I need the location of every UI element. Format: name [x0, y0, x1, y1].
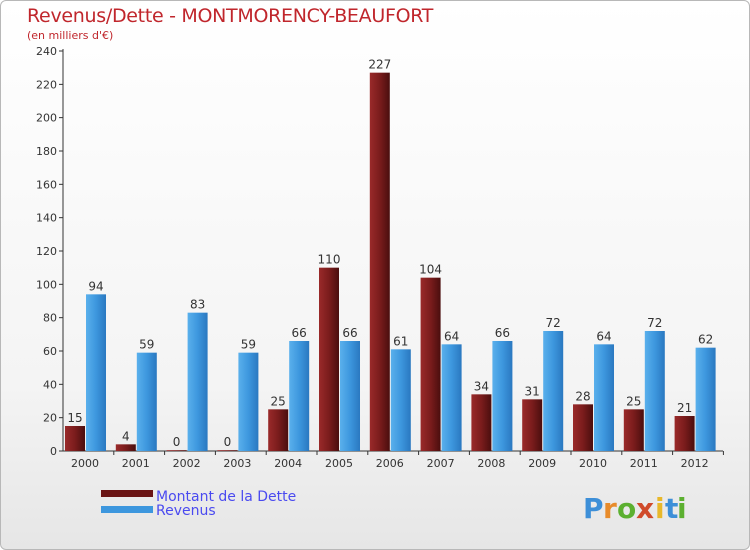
data-label-dette: 104	[419, 263, 442, 277]
bar-dette	[674, 416, 695, 451]
x-tick-label: 2007	[427, 457, 455, 470]
bar-revenus	[340, 341, 360, 451]
legend: Montant de la Dette Revenus	[101, 489, 296, 519]
bars: 15 94 4 59 0 83 0 59 25 66 110 66 227 61 104 64 34 66 31 72…	[65, 58, 716, 452]
data-label-revenus: 66	[342, 326, 357, 340]
bar-revenus	[390, 349, 411, 451]
x-tick-label: 2009	[528, 457, 556, 470]
x-tick-label: 2002	[173, 457, 201, 470]
y-tick-label: 20	[43, 412, 57, 425]
data-label-revenus: 59	[139, 338, 154, 352]
chart-subtitle: (en milliers d'€)	[27, 29, 114, 42]
data-label-revenus: 61	[393, 334, 408, 348]
chart-title: Revenus/Dette - MONTMORENCY-BEAUFORT	[27, 5, 434, 27]
logo-letter: i	[655, 492, 665, 525]
x-tick-label: 2006	[376, 457, 404, 470]
bar-revenus	[644, 331, 665, 451]
y-tick-label: 40	[43, 378, 57, 391]
x-tick-label: 2001	[122, 457, 150, 470]
y-tick-label: 220	[36, 78, 57, 91]
legend-label-dette: Montant de la Dette	[156, 489, 296, 505]
y-tick-label: 140	[36, 212, 57, 225]
bar-revenus	[695, 347, 716, 451]
data-label-dette: 25	[271, 394, 286, 408]
bar-revenus	[441, 344, 462, 451]
data-label-dette: 4	[122, 429, 130, 443]
x-tick-label: 2003	[223, 457, 251, 470]
data-label-revenus: 83	[190, 298, 205, 312]
bar-revenus	[136, 352, 157, 451]
bar-dette	[471, 394, 492, 451]
data-label-dette: 28	[575, 389, 590, 403]
legend-swatch-dette	[101, 490, 153, 497]
bar-dette	[420, 277, 441, 451]
data-label-dette: 15	[67, 411, 82, 425]
data-label-dette: 0	[224, 435, 232, 449]
y-tick-label: 240	[36, 45, 57, 58]
y-tick-label: 60	[43, 345, 57, 358]
legend-swatch-revenus	[101, 506, 153, 513]
data-label-dette: 110	[318, 253, 341, 267]
bar-revenus	[289, 341, 310, 451]
data-label-revenus: 59	[241, 338, 256, 352]
bar-revenus	[187, 312, 208, 451]
y-tick-label: 120	[36, 245, 57, 258]
legend-label-revenus: Revenus	[156, 503, 216, 519]
bar-dette	[166, 450, 187, 451]
x-tick-label: 2008	[477, 457, 505, 470]
data-label-dette: 21	[677, 401, 692, 415]
data-label-revenus: 72	[546, 316, 561, 330]
x-tick-label: 2005	[325, 457, 353, 470]
y-tick-label: 160	[36, 178, 57, 191]
bar-revenus	[543, 331, 564, 451]
bar-dette	[115, 444, 136, 451]
data-label-dette: 227	[368, 58, 391, 72]
bar-revenus	[238, 352, 259, 451]
y-tick-label: 80	[43, 312, 57, 325]
data-label-dette: 34	[474, 379, 489, 393]
x-tick-label: 2011	[630, 457, 658, 470]
bar-revenus	[594, 344, 614, 451]
data-label-revenus: 64	[596, 329, 611, 343]
data-label-revenus: 72	[647, 316, 662, 330]
data-label-dette: 0	[173, 435, 181, 449]
data-label-dette: 25	[626, 394, 641, 408]
bar-revenus	[86, 294, 106, 451]
data-label-revenus: 66	[495, 326, 510, 340]
data-label-revenus: 64	[444, 329, 459, 343]
bar-dette	[623, 409, 644, 451]
bar-dette	[65, 426, 85, 451]
bar-dette	[522, 399, 543, 451]
bar-dette	[369, 72, 390, 452]
y-tick-label: 100	[36, 278, 57, 291]
data-label-revenus: 62	[698, 333, 713, 347]
x-tick-label: 2012	[681, 457, 709, 470]
y-tick-label: 0	[50, 445, 57, 458]
logo-letter: t	[665, 492, 678, 525]
bar-dette	[319, 267, 339, 451]
bar-revenus	[492, 341, 513, 451]
y-tick-label: 180	[36, 145, 57, 158]
data-label-revenus: 94	[88, 279, 103, 293]
logo-letter: r	[603, 492, 617, 525]
data-label-revenus: 66	[292, 326, 307, 340]
logo-letter: P	[583, 492, 604, 525]
x-tick-label: 2004	[274, 457, 302, 470]
logo-letter: o	[617, 492, 636, 525]
x-tick-label: 2000	[71, 457, 99, 470]
data-label-dette: 31	[525, 384, 540, 398]
bar-dette	[268, 409, 289, 451]
x-tick-label: 2010	[579, 457, 607, 470]
y-tick-label: 200	[36, 112, 57, 125]
logo-letter: i	[677, 492, 687, 525]
logo-letter: x	[636, 492, 654, 525]
bar-dette	[217, 450, 238, 451]
bar-dette	[573, 404, 593, 451]
